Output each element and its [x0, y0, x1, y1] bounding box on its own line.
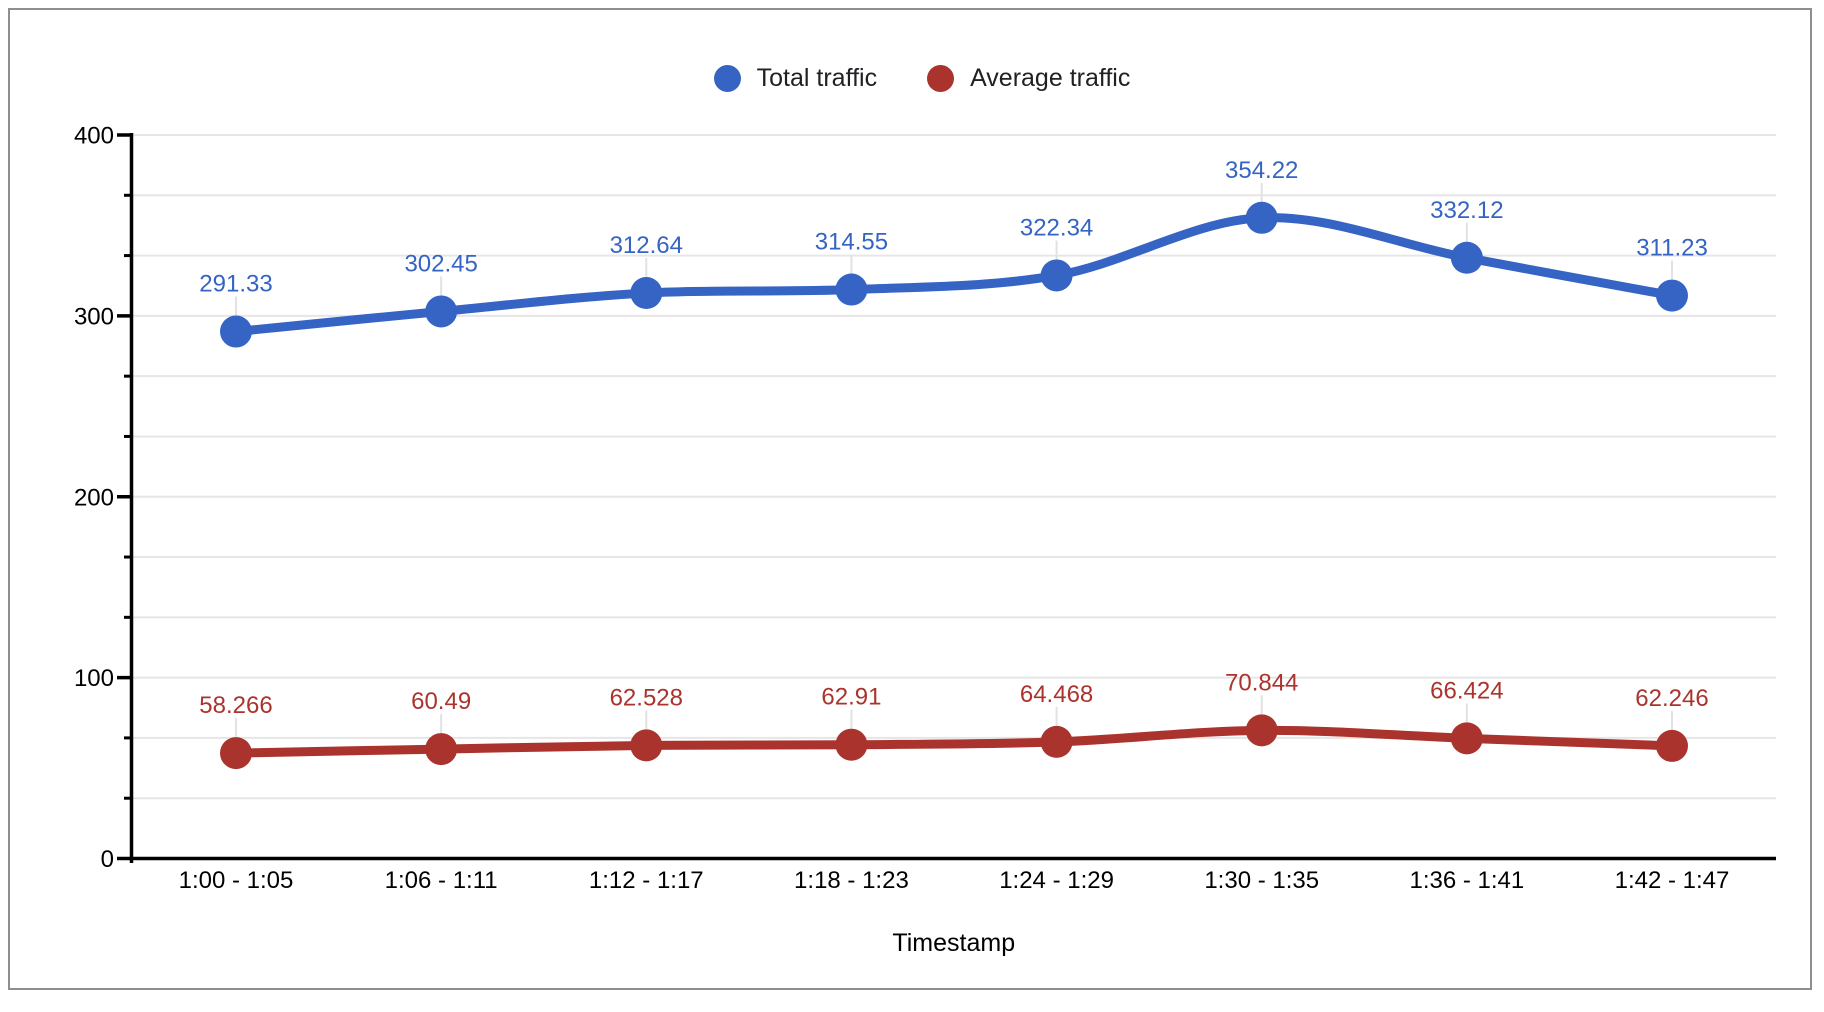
x-axis-tick-label: 1:36 - 1:41 [1409, 867, 1524, 894]
chart-frame[interactable]: Total traffic Average traffic 0 100 200 300… [8, 8, 1812, 990]
data-point-label: 60.49 [411, 688, 471, 715]
y-axis-tick-label: 400 [74, 123, 114, 150]
x-axis-tick-label: 1:12 - 1:17 [589, 867, 704, 894]
data-point-marker[interactable] [425, 733, 458, 766]
data-point-label: 62.91 [821, 684, 881, 711]
legend-label-total-traffic: Total traffic [756, 64, 878, 92]
series-line-average-traffic [231, 725, 1677, 758]
data-point-label: 314.55 [815, 229, 888, 256]
data-point-marker[interactable] [1040, 259, 1073, 292]
data-point-marker[interactable] [1450, 722, 1483, 755]
data-point-label: 322.34 [1020, 214, 1093, 241]
data-point-marker[interactable] [1245, 714, 1278, 747]
legend-label-average-traffic: Average traffic [970, 64, 1131, 92]
data-point-marker[interactable] [630, 729, 663, 762]
data-point-marker[interactable] [630, 277, 663, 310]
data-point-marker[interactable] [835, 728, 868, 761]
data-point-label: 70.844 [1225, 669, 1298, 696]
data-point-marker[interactable] [1040, 725, 1073, 758]
data-point-marker[interactable] [1656, 729, 1688, 762]
y-axis-tick-label: 300 [74, 303, 114, 330]
legend-dot-total-traffic-icon [713, 65, 741, 92]
data-point-label: 332.12 [1430, 197, 1503, 224]
data-point-label: 354.22 [1225, 157, 1298, 184]
data-point-marker[interactable] [1450, 241, 1483, 274]
data-point-label: 66.424 [1430, 677, 1503, 704]
data-point-label: 311.23 [1636, 235, 1708, 262]
x-axis-tick-label: 1:18 - 1:23 [794, 867, 909, 894]
y-axis-tick-label: 200 [74, 484, 114, 511]
x-axis-title: Timestamp [892, 929, 1015, 957]
legend-item-average-traffic[interactable]: Average traffic [927, 64, 1130, 93]
x-axis-tick-label: 1:24 - 1:29 [999, 867, 1114, 894]
data-point-label: 62.246 [1635, 685, 1708, 712]
data-point-label: 312.64 [610, 232, 683, 259]
x-axis-tick-label: 1:42 - 1:47 [1615, 867, 1730, 894]
legend-item-total-traffic[interactable]: Total traffic [713, 64, 878, 93]
data-point-marker[interactable] [425, 295, 458, 328]
traffic-line-chart[interactable]: 0 100 200 300 400 1:00 - 1:05 1:06 - 1:11 1:12 … [10, 10, 1824, 1012]
data-point-label: 291.33 [199, 271, 272, 298]
legend-dot-average-traffic-icon [927, 65, 955, 92]
x-axis-tick-label: 1:06 - 1:11 [385, 867, 498, 894]
data-point-marker[interactable] [220, 315, 252, 348]
data-point-label: 64.468 [1020, 681, 1093, 708]
x-axis-tick-label: 1:30 - 1:35 [1204, 867, 1319, 894]
data-point-marker[interactable] [220, 737, 252, 770]
y-axis-tick-label: 0 [101, 846, 114, 873]
data-point-label: 62.528 [610, 684, 683, 711]
data-point-marker[interactable] [1656, 279, 1688, 312]
x-axis-tick-label: 1:00 - 1:05 [179, 867, 294, 894]
chart-legend: Total traffic Average traffic [10, 64, 1824, 93]
y-axis-tick-label: 100 [74, 665, 114, 692]
data-point-marker[interactable] [835, 273, 868, 306]
data-point-label: 302.45 [404, 250, 477, 277]
data-point-label: 58.266 [199, 692, 272, 719]
series-line-total-traffic [231, 213, 1677, 337]
data-point-marker[interactable] [1245, 201, 1278, 234]
